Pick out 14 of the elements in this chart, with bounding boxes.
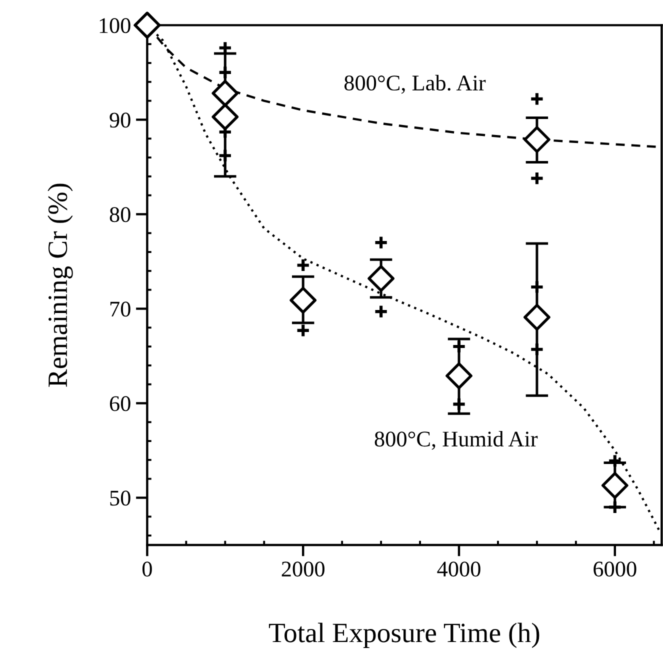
y-tick-label: 60 xyxy=(110,396,130,412)
x-tick-label: 0 xyxy=(142,562,152,577)
x-axis-title: Total Exposure Time (h) xyxy=(268,622,540,648)
x-tick-label: 2000 xyxy=(282,562,324,577)
y-tick-label: 90 xyxy=(110,112,130,128)
y-tick-label: 50 xyxy=(110,490,130,506)
x-tick-label: 4000 xyxy=(437,562,480,577)
series-label: 800°C, Lab. Air xyxy=(344,74,486,94)
y-tick-label: 70 xyxy=(110,302,130,317)
x-tick-label: 6000 xyxy=(594,562,636,577)
y-tick-label: 80 xyxy=(110,207,130,222)
y-tick-label: 100 xyxy=(100,18,130,34)
y-axis-title: Remaining Cr (%) xyxy=(48,184,73,387)
text: 800°C, Humid Air xyxy=(374,430,538,450)
